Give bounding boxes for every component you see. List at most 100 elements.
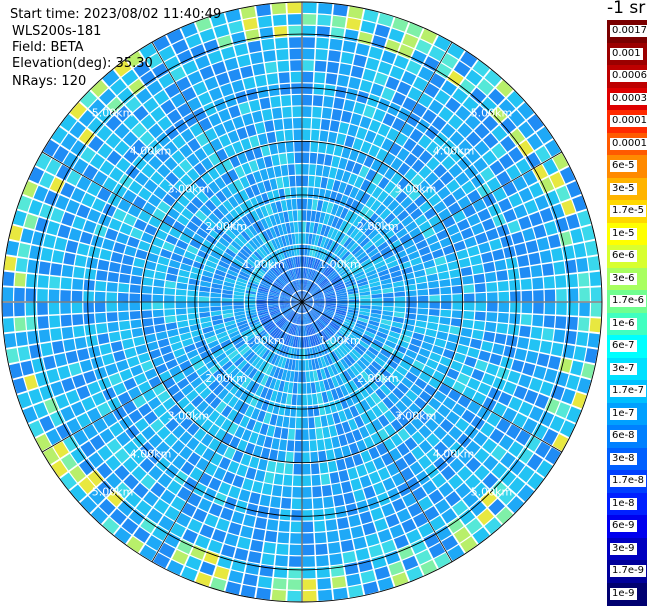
range-gate-cell (141, 310, 153, 319)
range-gate-cell (517, 484, 535, 502)
range-gate-cell (434, 148, 448, 163)
range-gate-cell (302, 129, 311, 141)
range-gate-cell (302, 487, 312, 498)
range-gate-cell (400, 395, 413, 408)
range-gate-cell (199, 286, 211, 292)
ring-label: 2.00km (205, 220, 247, 233)
range-gate-cell (402, 97, 417, 112)
range-gate-cell (539, 340, 552, 354)
range-gate-cell (505, 335, 518, 347)
range-gate-cell (280, 295, 291, 299)
range-gate-cell (61, 264, 74, 278)
range-gate-cell (333, 244, 343, 255)
range-gate-cell (416, 314, 428, 322)
range-gate-cell (91, 507, 108, 524)
range-gate-cell (544, 302, 556, 315)
range-gate-cell (351, 264, 362, 273)
range-gate-cell (318, 317, 328, 326)
range-gate-cell (140, 70, 157, 87)
range-gate-cell (377, 492, 391, 506)
range-gate-cell (213, 24, 230, 38)
range-gate-cell (388, 265, 401, 273)
range-gate-cell (480, 422, 495, 437)
range-gate-cell (210, 195, 222, 207)
range-gate-cell (178, 326, 190, 335)
range-gate-cell (390, 157, 403, 171)
range-gate-cell (340, 52, 354, 65)
range-gate-cell (470, 500, 487, 517)
range-gate-cell (348, 173, 358, 186)
range-gate-cell (208, 477, 222, 491)
range-gate-cell (548, 234, 561, 249)
range-gate-cell (552, 153, 569, 170)
range-gate-cell (309, 283, 317, 293)
range-gate-cell (266, 324, 276, 333)
range-gate-cell (176, 354, 189, 365)
range-gate-cell (266, 519, 279, 531)
range-gate-cell (496, 323, 508, 334)
range-gate-cell (507, 370, 521, 384)
range-gate-cell (199, 204, 212, 217)
range-gate-cell (271, 286, 281, 293)
range-ring (194, 194, 410, 410)
range-gate-cell (319, 262, 327, 273)
range-gate-cell (452, 403, 466, 417)
range-gate-cell (324, 154, 333, 166)
range-gate-cell (340, 539, 354, 552)
range-gate-cell (187, 452, 201, 466)
range-gate-cell (316, 333, 323, 344)
range-gate-cell (129, 311, 141, 320)
range-gate-cell (302, 475, 312, 486)
range-gate-cell (225, 346, 236, 356)
colorbar-label: 0.0001 (610, 137, 647, 150)
range-gate-cell (386, 462, 400, 476)
range-gate-cell (281, 333, 288, 344)
range-gate-cell (170, 66, 186, 82)
range-gate-cell (162, 214, 176, 227)
range-gate-cell (399, 360, 412, 371)
range-gate-cell (177, 397, 190, 410)
range-gate-cell (156, 457, 171, 472)
range-gate-cell (60, 302, 71, 314)
range-gate-cell (311, 474, 321, 486)
range-gate-cell (290, 405, 297, 417)
range-gate-cell (314, 416, 322, 428)
range-gate-cell (447, 333, 460, 344)
range-gate-cell (441, 508, 457, 524)
range-gate-cell (281, 235, 287, 247)
range-gate-cell (187, 71, 203, 86)
range-gate-cell (254, 327, 265, 336)
range-gate-cell (3, 318, 15, 333)
range-gate-cell (294, 141, 302, 152)
colorbar-label: 3e-6 (610, 272, 637, 285)
range-gate-cell (343, 99, 355, 112)
colorbar-label: 1e-5 (610, 227, 637, 240)
range-gate-cell (293, 294, 302, 302)
range-gate-cell (286, 440, 295, 452)
range-gate-cell (428, 489, 444, 505)
range-gate-cell (272, 189, 280, 201)
range-gate-cell (205, 234, 218, 245)
range-gate-cell (383, 363, 395, 374)
range-gate-cell (221, 376, 232, 388)
range-gate-cell (205, 335, 217, 344)
range-gate-cell (461, 409, 476, 424)
range-gate-cell (392, 280, 404, 288)
range-gate-cell (277, 142, 286, 154)
range-gate-cell (313, 292, 323, 298)
range-gate-cell (310, 270, 316, 281)
range-gate-cell (136, 500, 152, 516)
colorbar-label: 1e-6 (610, 317, 637, 330)
range-gate-cell (216, 221, 228, 232)
range-gate-cell (87, 209, 101, 223)
range-gate-cell (55, 195, 70, 211)
range-gate-cell (198, 307, 210, 313)
ring-label: 5.00km (471, 485, 513, 498)
range-gate-cell (378, 414, 390, 427)
range-gate-cell (17, 392, 32, 409)
range-gate-cell (274, 316, 284, 324)
range-gate-cell (520, 278, 532, 290)
range-gate-cell (256, 372, 265, 384)
range-gate-cell (333, 447, 344, 460)
range-gate-cell (140, 147, 155, 163)
